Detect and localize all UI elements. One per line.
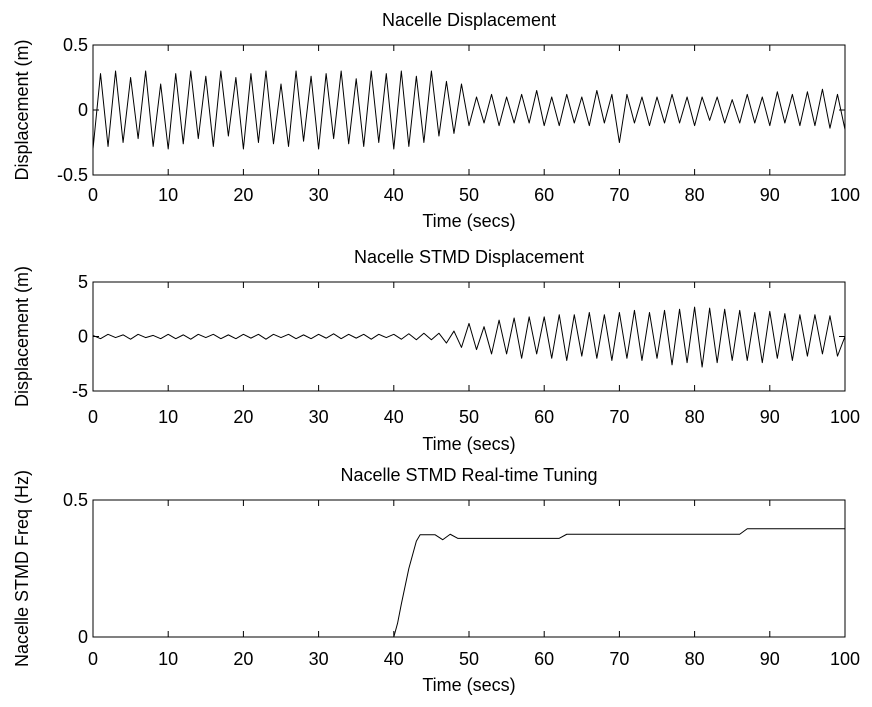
y-tick-label: 0 — [78, 100, 88, 120]
chart-title: Nacelle STMD Displacement — [354, 247, 584, 267]
x-tick-label: 90 — [760, 185, 780, 205]
x-tick-label: 10 — [158, 649, 178, 669]
x-tick-label: 40 — [384, 407, 404, 427]
x-tick-label: 20 — [233, 649, 253, 669]
x-tick-label: 100 — [830, 407, 860, 427]
x-tick-label: 60 — [534, 407, 554, 427]
y-axis-label: Displacement (m) — [12, 39, 32, 180]
x-tick-label: 100 — [830, 185, 860, 205]
x-tick-label: 80 — [685, 649, 705, 669]
x-axis-label: Time (secs) — [422, 675, 515, 695]
x-tick-label: 50 — [459, 649, 479, 669]
x-tick-label: 60 — [534, 649, 554, 669]
panel-nacelle-displacement: Nacelle Displacement Time (secs) Displacem… — [12, 10, 860, 231]
series-line — [393, 528, 845, 638]
x-tick-label: 30 — [309, 407, 329, 427]
x-tick-label: 80 — [685, 185, 705, 205]
x-tick-label: 10 — [158, 185, 178, 205]
y-tick-label: -5 — [72, 381, 88, 401]
y-axis-label: Nacelle STMD Freq (Hz) — [12, 470, 32, 667]
axes-box — [92, 281, 846, 392]
x-tick-label: 0 — [88, 185, 98, 205]
x-tick-label: 60 — [534, 185, 554, 205]
series-line — [92, 306, 846, 368]
x-tick-label: 0 — [88, 649, 98, 669]
y-axis-label: Displacement (m) — [12, 266, 32, 407]
x-tick-label: 40 — [384, 649, 404, 669]
x-tick-label: 70 — [609, 407, 629, 427]
x-tick-label: 80 — [685, 407, 705, 427]
x-tick-label: 90 — [760, 649, 780, 669]
y-tick-label: 0 — [78, 327, 88, 347]
axes-box — [92, 499, 846, 638]
x-tick-label: 100 — [830, 649, 860, 669]
y-tick-label: -0.5 — [57, 165, 88, 185]
axes-box — [92, 44, 846, 176]
chart-title: Nacelle Displacement — [382, 10, 556, 30]
x-tick-label: 70 — [609, 185, 629, 205]
x-tick-label: 20 — [233, 185, 253, 205]
x-tick-label: 70 — [609, 649, 629, 669]
x-tick-label: 30 — [309, 649, 329, 669]
x-tick-label: 50 — [459, 407, 479, 427]
x-tick-label: 40 — [384, 185, 404, 205]
y-tick-label: 0.5 — [63, 35, 88, 55]
x-tick-label: 10 — [158, 407, 178, 427]
x-axis-label: Time (secs) — [422, 434, 515, 454]
chart-title: Nacelle STMD Real-time Tuning — [340, 465, 597, 485]
x-axis-label: Time (secs) — [422, 211, 515, 231]
y-tick-label: 0 — [78, 627, 88, 647]
series-line — [92, 70, 846, 150]
x-tick-label: 30 — [309, 185, 329, 205]
y-tick-label: 5 — [78, 272, 88, 292]
x-tick-label: 50 — [459, 185, 479, 205]
panel-nacelle-stmd-real-time-tuning: Nacelle STMD Real-time Tuning Time (secs)… — [12, 465, 860, 695]
x-tick-label: 20 — [233, 407, 253, 427]
y-tick-label: 0.5 — [63, 490, 88, 510]
x-tick-label: 0 — [88, 407, 98, 427]
panel-nacelle-stmd-displacement: Nacelle STMD Displacement Time (secs) Disp… — [12, 247, 860, 454]
x-tick-label: 90 — [760, 407, 780, 427]
